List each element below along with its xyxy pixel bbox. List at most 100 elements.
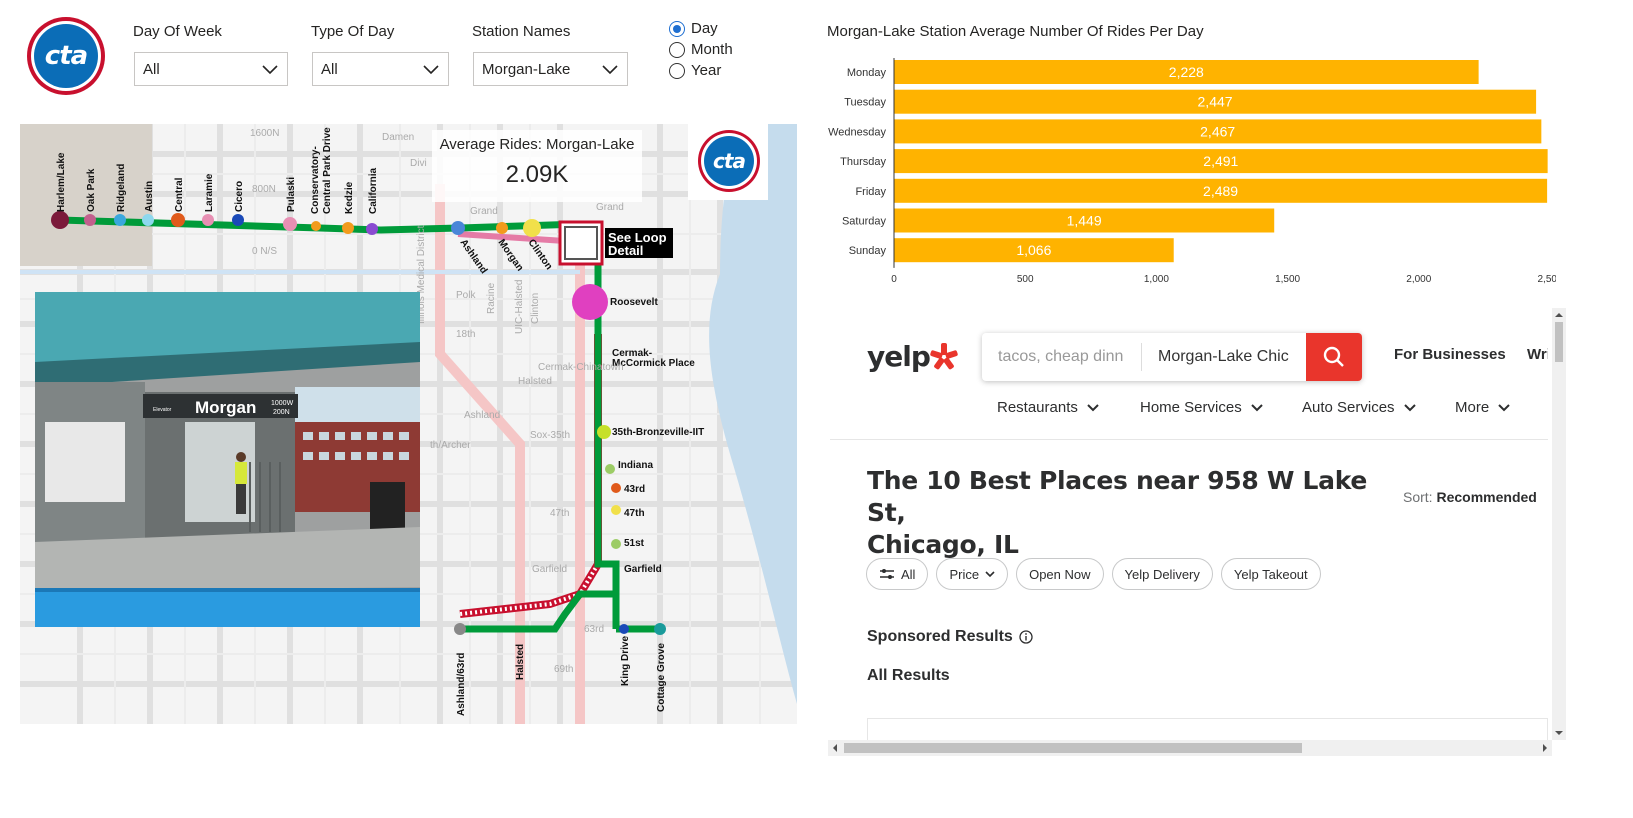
yelp-location-input[interactable]: Morgan-Lake Chic: [1158, 348, 1289, 365]
day-label: Saturday: [842, 216, 887, 228]
vertical-scrollbar[interactable]: [1552, 308, 1566, 740]
svg-text:Pulaski: Pulaski: [286, 177, 297, 212]
chart-title: Morgan-Lake Station Average Number Of Ri…: [827, 23, 1204, 40]
scroll-right-arrow-icon[interactable]: [1540, 741, 1550, 755]
radio-year[interactable]: Year: [669, 60, 733, 81]
search-icon: [1323, 346, 1344, 367]
svg-text:Laramie: Laramie: [204, 173, 215, 212]
map-cta-logo: cta: [698, 130, 760, 192]
filter-yelp-takeout-button[interactable]: Yelp Takeout: [1220, 558, 1321, 590]
bar-monday[interactable]: [894, 60, 1479, 84]
scroll-left-arrow-icon[interactable]: [830, 741, 840, 755]
result-card[interactable]: [867, 718, 1548, 740]
yelp-search-input[interactable]: tacos, cheap dinn: [982, 343, 1142, 371]
day-label: Thursday: [840, 156, 886, 168]
radio-button-icon[interactable]: [669, 41, 685, 58]
cta-logo-text: cta: [34, 24, 98, 88]
granularity-radio-group: Day Month Year: [669, 18, 733, 81]
radio-button-icon[interactable]: [669, 20, 685, 37]
svg-text:Central: Central: [174, 177, 185, 212]
svg-text:0 N/S: 0 N/S: [252, 246, 277, 257]
radio-button-icon[interactable]: [669, 62, 685, 79]
vertical-scroll-thumb[interactable]: [1555, 322, 1563, 362]
bar-tuesday[interactable]: [894, 89, 1537, 114]
day-label: Tuesday: [844, 97, 886, 109]
filter-label: All: [901, 566, 916, 582]
svg-text:California: California: [368, 167, 379, 214]
info-icon[interactable]: [1019, 630, 1033, 644]
bar-friday[interactable]: [894, 178, 1548, 203]
south-station-labels: Roosevelt Cermak- McCormick Place 35th-B…: [456, 297, 704, 716]
chevron-down-icon: [262, 65, 278, 75]
filter-pills: All Price Open Now Yelp Delivery Yelp Ta…: [866, 558, 1321, 590]
svg-text:Halsted: Halsted: [515, 644, 526, 680]
data-label: 2,467: [1200, 123, 1235, 139]
svg-text:Clinton: Clinton: [530, 293, 541, 324]
average-rides-value: 2.09K: [505, 161, 569, 188]
bar-wednesday[interactable]: [894, 119, 1542, 144]
category-home-services[interactable]: Home Services: [1140, 399, 1264, 416]
data-label: 2,491: [1203, 153, 1238, 169]
bar-thursday[interactable]: [894, 149, 1548, 174]
radio-day[interactable]: Day: [669, 18, 733, 39]
filter-price-button[interactable]: Price: [936, 558, 1009, 590]
filter-all-button[interactable]: All: [866, 558, 929, 590]
write-review-link[interactable]: Wri: [1527, 346, 1548, 363]
horizontal-scroll-thumb[interactable]: [844, 743, 1302, 753]
bar-saturday[interactable]: [894, 208, 1275, 233]
radio-month[interactable]: Month: [669, 39, 733, 60]
svg-text:51st: 51st: [624, 538, 645, 549]
day-label: Sunday: [849, 245, 887, 257]
svg-text:Grand: Grand: [470, 206, 498, 217]
yelp-search-bar: tacos, cheap dinn Morgan-Lake Chic: [982, 333, 1362, 381]
station-names-label: Station Names: [472, 23, 571, 40]
filter-open-now-button[interactable]: Open Now: [1016, 558, 1104, 590]
category-auto-services[interactable]: Auto Services: [1302, 399, 1417, 416]
photo-sign-brand: Elevator: [153, 407, 172, 413]
horizontal-scrollbar[interactable]: [828, 740, 1552, 756]
svg-text:UIC-Halsted: UIC-Halsted: [514, 280, 525, 334]
svg-text:Austin: Austin: [144, 181, 155, 212]
x-tick-label: 500: [1017, 274, 1034, 285]
bar-sunday[interactable]: [894, 238, 1174, 263]
day-label: Friday: [855, 186, 886, 198]
street-labels: 1600N 800N 0 N/S Damen Grand Divi Polk 1…: [250, 128, 624, 675]
category-label: Restaurants: [997, 399, 1078, 416]
svg-text:Ashland: Ashland: [464, 410, 500, 421]
svg-text:18th: 18th: [456, 329, 475, 340]
yelp-search-button[interactable]: [1306, 333, 1362, 381]
morgan-station-photo: Morgan 1000W 200N Elevator: [35, 292, 420, 627]
x-tick-label: 1,000: [1144, 274, 1169, 285]
chevron-down-icon: [602, 65, 618, 75]
sort-control[interactable]: Sort: Recommended: [1403, 489, 1537, 505]
svg-text:63rd: 63rd: [584, 624, 604, 635]
svg-text:Grand: Grand: [596, 202, 624, 213]
category-more[interactable]: More: [1455, 399, 1511, 416]
sort-label: Sort:: [1403, 489, 1433, 505]
category-label: More: [1455, 399, 1490, 416]
cta-logo: cta: [27, 17, 105, 95]
data-label: 2,447: [1198, 94, 1233, 110]
chevron-down-icon: [423, 65, 439, 75]
data-label: 1,449: [1067, 213, 1102, 229]
for-businesses-link[interactable]: For Businesses: [1394, 346, 1506, 363]
x-tick-label: 2,000: [1406, 274, 1431, 285]
station-names-dropdown[interactable]: Morgan-Lake: [473, 52, 628, 86]
day-of-week-dropdown[interactable]: All: [134, 52, 288, 86]
radio-year-label: Year: [691, 62, 722, 79]
data-label: 1,066: [1016, 242, 1051, 258]
svg-text:1600N: 1600N: [250, 128, 279, 139]
station-names-value: Morgan-Lake: [482, 60, 571, 78]
svg-text:Polk: Polk: [456, 290, 476, 301]
green-line-stations: [51, 211, 666, 635]
filter-yelp-delivery-button[interactable]: Yelp Delivery: [1111, 558, 1213, 590]
chevron-down-icon: [1403, 403, 1416, 411]
svg-text:Kedzie: Kedzie: [344, 181, 355, 214]
svg-text:Harlem/Lake: Harlem/Lake: [56, 152, 67, 212]
scroll-down-arrow-icon[interactable]: [1552, 728, 1566, 738]
category-restaurants[interactable]: Restaurants: [997, 399, 1100, 416]
type-of-day-dropdown[interactable]: All: [312, 52, 449, 86]
data-label: 2,489: [1203, 183, 1238, 199]
scroll-up-arrow-icon[interactable]: [1552, 310, 1566, 320]
svg-text:th/Archer: th/Archer: [430, 440, 471, 451]
